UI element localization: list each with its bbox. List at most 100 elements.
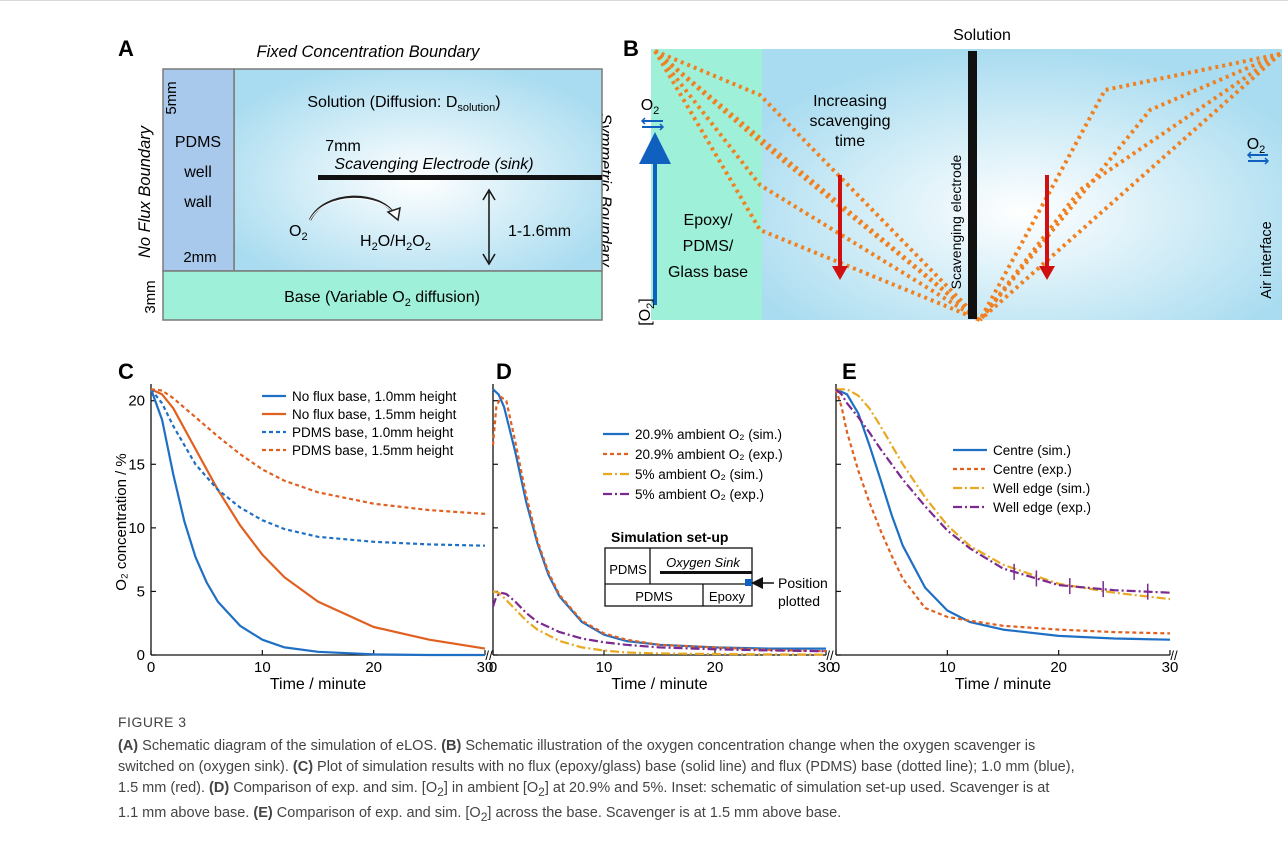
legend-label: 20.9% ambient O₂ (sim.)	[635, 427, 782, 442]
no-flux-boundary-label: No Flux Boundary	[136, 124, 154, 258]
chart-panel-c: C 0 10 20 30// 0 5 10 15 20 O₂ concentration / % Ti…	[113, 359, 493, 693]
legend-label: 5% ambient O₂ (exp.)	[635, 487, 764, 502]
simulation-setup-inset: Simulation set-up PDMS Oxygen Sink PDMS Epox…	[604, 529, 828, 609]
x-tick-label: 20	[707, 659, 724, 676]
x-tick-label: 0	[832, 659, 840, 676]
x-tick-label: 0	[147, 659, 155, 676]
x-axis-label: Time / minute	[270, 676, 366, 693]
oxygen-profiles	[653, 49, 1282, 322]
x-tick-label: 10	[596, 659, 613, 676]
increasing-label-2: scavenging	[810, 113, 891, 130]
reaction-products: H2O/H2O2	[360, 233, 431, 253]
base-region	[162, 270, 603, 321]
base-label: Base (Variable O2 diffusion)	[284, 289, 480, 309]
inset-box	[604, 547, 753, 607]
scavenging-electrode	[318, 175, 602, 180]
inset-pointer-label-1: Position	[778, 575, 828, 591]
legend-label: No flux base, 1.0mm height	[292, 389, 457, 404]
legend-label: Centre (sim.)	[993, 443, 1071, 458]
reaction-o2: O2	[289, 223, 308, 243]
series-line	[150, 388, 486, 515]
reaction-arrow-head	[386, 206, 401, 222]
y-tick-label: 0	[137, 647, 145, 664]
solution-label: Solution (Diffusion: Dsolution)	[307, 94, 500, 114]
legend-label: Centre (exp.)	[993, 462, 1072, 477]
fixed-boundary-label: Fixed Concentration Boundary	[257, 43, 482, 61]
axis-break-mark: //	[1170, 648, 1178, 663]
chart-panel-d: D 0 10 20 30// Time / minute 20.9% ambient O₂ …	[489, 359, 835, 693]
legend-label: PDMS base, 1.5mm height	[292, 443, 454, 458]
scavenging-electrode-b-label: Scavenging electrode	[948, 154, 964, 289]
base-b-label-3: Glass base	[668, 264, 748, 281]
y-tick-label: 20	[128, 393, 145, 410]
inset-title: Simulation set-up	[611, 529, 728, 545]
panel-letter-c: C	[118, 359, 134, 384]
o2-axis-label: [O2]	[637, 298, 657, 325]
o2-left-flux-head-bottom	[659, 123, 665, 131]
time-arrow-right-head	[1039, 266, 1055, 280]
series-line	[834, 388, 1171, 635]
series-line	[836, 388, 1171, 601]
x-axis-label: Time / minute	[611, 676, 707, 693]
x-tick-label: 30	[477, 659, 494, 676]
x-tick-label: 10	[939, 659, 956, 676]
figure-caption: FIGURE 3 (A) Schematic diagram of the si…	[118, 712, 1268, 828]
series-line	[835, 388, 1171, 594]
x-tick-label: 30	[818, 659, 835, 676]
legend-label: Well edge (sim.)	[993, 481, 1090, 496]
gap-arrow-up	[482, 188, 496, 201]
legend-label: 5% ambient O₂ (sim.)	[635, 467, 763, 482]
inset-pdms-wall: PDMS	[609, 562, 647, 577]
caption-line: 1.1 mm above base. (E) Comparison of exp…	[118, 804, 842, 824]
pdms-label-1: PDMS	[175, 134, 221, 151]
o2-right-flux-head-bottom	[1264, 157, 1270, 165]
caption-line: switched on (oxygen sink). (C) Plot of s…	[118, 759, 1075, 775]
x-tick-label: 10	[254, 659, 271, 676]
y-tick-label: 10	[128, 520, 145, 537]
legend-label: 20.9% ambient O₂ (exp.)	[635, 447, 783, 462]
inset-sink-label: Oxygen Sink	[666, 555, 741, 570]
base-b-label-2: PDMS/	[683, 238, 734, 255]
dim-7mm: 7mm	[325, 138, 361, 155]
caption-line: (A) Schematic diagram of the simulation …	[118, 738, 1036, 754]
panel-letter-a: A	[118, 36, 134, 61]
top-rule	[0, 0, 1288, 1]
o2-right-label: O2	[1247, 136, 1266, 156]
profile-2	[654, 49, 982, 322]
x-tick-label: 20	[365, 659, 382, 676]
y-tick-label: 5	[137, 583, 145, 600]
panel-a: A Fixed Concentration Boundary No Flux B…	[118, 36, 614, 321]
gap-arrow-down	[482, 253, 496, 266]
time-arrow-left-head	[832, 266, 848, 280]
inset-pointer-label-2: plotted	[778, 593, 820, 609]
legend-label: No flux base, 1.5mm height	[292, 407, 457, 422]
legend-label: PDMS base, 1.0mm height	[292, 425, 454, 440]
panel-letter-e: E	[842, 359, 857, 384]
pdms-label-3: wall	[183, 194, 212, 211]
profile-4	[653, 49, 982, 322]
scavenging-electrode-label: Scavenging Electrode (sink)	[334, 156, 533, 173]
o2-left-label: O2	[641, 97, 660, 117]
series-line	[150, 388, 486, 547]
panel-letter-b: B	[623, 36, 639, 61]
series-line	[149, 388, 485, 657]
chart-panel-e: E 0 10 20 30// Time / minute Centre (sim.) Cent…	[832, 359, 1179, 693]
series-line	[491, 591, 827, 653]
profile-7	[978, 52, 1281, 322]
reaction-arrow-inner	[309, 197, 396, 221]
pdms-well-wall	[162, 68, 235, 272]
increasing-label-1: Increasing	[813, 93, 887, 110]
inset-epoxy: Epoxy	[709, 589, 746, 604]
dim-5mm: 5mm	[163, 81, 180, 114]
series-line	[491, 395, 827, 653]
x-tick-label: 20	[1050, 659, 1067, 676]
y-axis-label: O₂ concentration / %	[113, 453, 130, 591]
series-line	[150, 388, 486, 650]
panel-b: B [O2] O2 Epoxy/ PDMS/ Glass base Soluti…	[623, 27, 1282, 326]
base-b-label-1: Epoxy/	[684, 212, 733, 229]
panel-letter-d: D	[496, 359, 512, 384]
o2-left-flux-head-top	[640, 117, 646, 125]
increasing-label-3: time	[835, 133, 865, 150]
inset-position-marker	[745, 579, 752, 586]
dim-3mm: 3mm	[142, 280, 159, 313]
